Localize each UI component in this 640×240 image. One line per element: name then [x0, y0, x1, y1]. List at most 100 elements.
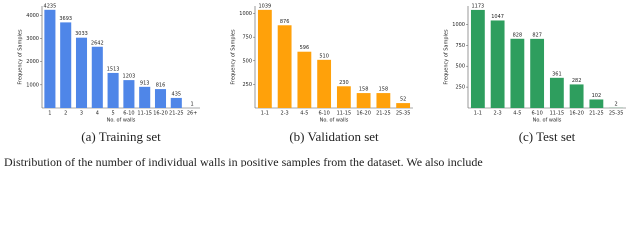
bar [297, 51, 312, 108]
value-label: 158 [379, 87, 389, 93]
x-tick-label: 11-15 [550, 111, 565, 117]
value-label: 3033 [75, 31, 88, 37]
value-label: 2 [615, 101, 618, 107]
bar [510, 38, 525, 108]
x-tick-label: 11-15 [137, 111, 152, 117]
value-label: 1203 [123, 74, 136, 80]
value-label: 816 [156, 83, 166, 89]
bar [376, 93, 391, 108]
x-tick-label: 25-35 [396, 111, 411, 117]
value-label: 102 [592, 93, 602, 99]
caption: (c) Test set [519, 129, 576, 144]
footer-caption: Distribution of the number of individual… [4, 155, 483, 167]
bar [490, 20, 505, 108]
y-tick-label: 1000 [239, 11, 252, 17]
bar [107, 72, 119, 108]
value-label: 510 [319, 53, 329, 59]
value-label: 52 [400, 97, 406, 103]
bar [277, 25, 292, 109]
value-label: 1039 [259, 3, 272, 9]
value-label: 1173 [472, 3, 485, 9]
value-label: 230 [339, 80, 349, 86]
value-label: 1 [191, 101, 194, 107]
page: Distribution of the number of individual… [4, 3, 626, 169]
x-tick-label: 6-10 [123, 111, 134, 117]
x-axis-label: No. of walls [533, 118, 562, 124]
bar [470, 9, 485, 109]
bar [170, 97, 182, 108]
value-label: 282 [572, 78, 582, 84]
x-tick-label: 4-5 [513, 111, 521, 117]
value-label: 1513 [107, 66, 120, 72]
value-label: 827 [532, 32, 542, 38]
bar [336, 86, 351, 108]
value-label: 913 [140, 80, 150, 86]
bar [549, 77, 564, 108]
caption: (a) Training set [81, 129, 161, 144]
x-tick-label: 3 [80, 111, 83, 117]
bar [356, 93, 371, 108]
value-label: 4235 [44, 3, 57, 9]
x-tick-label: 16-20 [356, 111, 371, 117]
x-tick-label: 6-10 [531, 111, 542, 117]
y-axis-label: Frequency of Samples [18, 29, 24, 85]
y-tick-label: 250 [455, 85, 465, 91]
x-tick-label: 4-5 [300, 111, 308, 117]
x-tick-label: 25-35 [609, 111, 624, 117]
x-tick-label: 21-25 [376, 111, 391, 117]
y-axis-label: Frequency of Samples [231, 29, 237, 85]
y-tick-label: 750 [242, 35, 252, 41]
bar [589, 99, 604, 108]
y-axis-label: Frequency of Samples [444, 29, 450, 85]
x-tick-label: 16-20 [569, 111, 584, 117]
bar [91, 46, 103, 108]
bar [123, 80, 135, 108]
x-tick-label: 1-1 [474, 111, 482, 117]
value-label: 1047 [491, 14, 504, 20]
value-label: 3693 [59, 16, 72, 22]
y-tick-label: 750 [455, 43, 465, 49]
x-tick-label: 1 [48, 111, 51, 117]
x-tick-label: 21-25 [589, 111, 604, 117]
value-label: 361 [552, 71, 562, 77]
x-tick-label: 2-3 [281, 111, 289, 117]
y-tick-label: 2000 [26, 59, 39, 65]
bar [257, 9, 272, 108]
value-label: 596 [300, 45, 310, 51]
y-tick-label: 500 [242, 58, 252, 64]
y-tick-label: 3000 [26, 36, 39, 42]
bar [75, 37, 88, 108]
x-axis-label: No. of walls [107, 118, 136, 124]
x-tick-label: 16-20 [153, 111, 168, 117]
x-tick-label: 2 [64, 111, 67, 117]
caption: (b) Validation set [289, 129, 379, 144]
bar [530, 38, 545, 108]
y-tick-label: 4000 [26, 13, 39, 19]
x-axis-label: No. of walls [320, 118, 349, 124]
figure: Distribution of the number of individual… [4, 3, 626, 169]
x-tick-label: 1-1 [261, 111, 269, 117]
x-tick-label: 6-10 [318, 111, 329, 117]
bar [154, 89, 167, 108]
value-label: 435 [172, 91, 182, 97]
bar [317, 59, 332, 108]
y-tick-label: 1000 [452, 22, 465, 28]
y-tick-label: 1000 [26, 82, 39, 88]
value-label: 876 [280, 19, 290, 25]
y-tick-label: 250 [242, 82, 252, 88]
x-tick-label: 2-3 [494, 111, 502, 117]
value-label: 828 [513, 32, 523, 38]
bar [139, 86, 151, 108]
bar [396, 103, 411, 108]
bar [44, 9, 56, 109]
x-tick-label: 5 [112, 111, 115, 117]
bar [569, 84, 584, 108]
y-tick-label: 500 [455, 64, 465, 70]
x-tick-label: 26+ [187, 111, 198, 117]
value-label: 158 [359, 87, 369, 93]
bar [60, 22, 72, 109]
x-tick-label: 11-15 [337, 111, 352, 117]
value-label: 2642 [91, 40, 104, 46]
x-tick-label: 21-25 [169, 111, 184, 117]
x-tick-label: 4 [96, 111, 99, 117]
